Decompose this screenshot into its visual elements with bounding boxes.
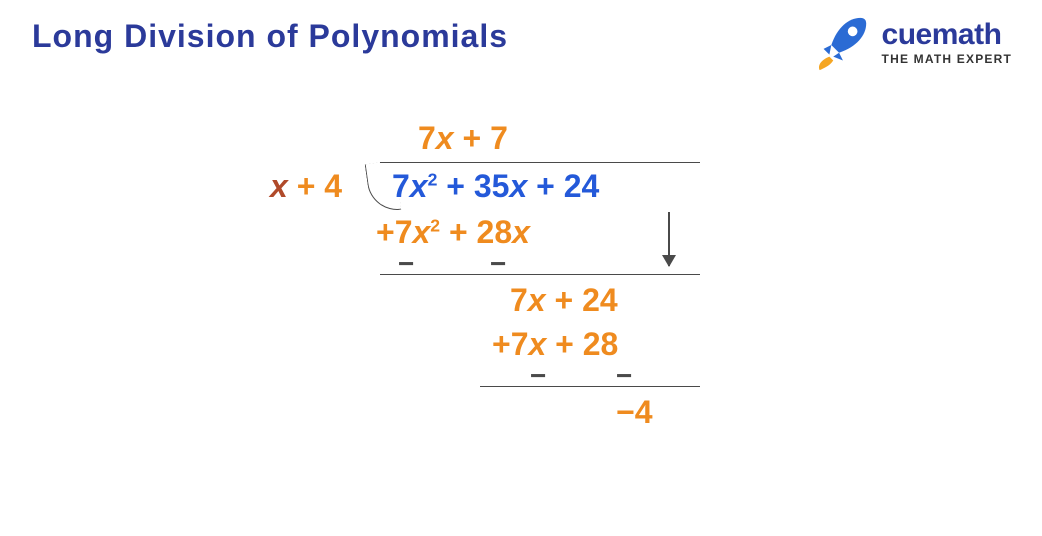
divisor: x + 4: [270, 168, 342, 205]
minus-mark: −: [530, 360, 546, 392]
remainder: −4: [616, 394, 652, 431]
brand-logo: cuemath THE MATH EXPERT: [810, 12, 1012, 74]
dividend: 7x2 + 35x + 24: [392, 168, 599, 205]
step2-product: +7x + 28: [492, 326, 618, 363]
long-division-diagram: 7x + 7 x + 4 7x2 + 35x + 24 +7x2 + 28x −…: [270, 120, 750, 520]
logo-tagline: THE MATH EXPERT: [882, 52, 1012, 66]
subtract-line-2: [480, 386, 700, 387]
minus-mark: −: [398, 248, 414, 280]
bring-down-arrow: [668, 212, 670, 266]
step2-remainder: 7x + 24: [510, 282, 618, 319]
step1-product: +7x2 + 28x: [376, 214, 530, 251]
subtract-line-1: [380, 274, 700, 275]
minus-mark: −: [616, 360, 632, 392]
minus-mark: −: [490, 248, 506, 280]
division-bar: [380, 162, 700, 163]
quotient: 7x + 7: [418, 120, 508, 157]
rocket-icon: [810, 12, 872, 74]
page-title: Long Division of Polynomials: [32, 18, 508, 55]
logo-brand-text: cuemath: [882, 20, 1012, 50]
